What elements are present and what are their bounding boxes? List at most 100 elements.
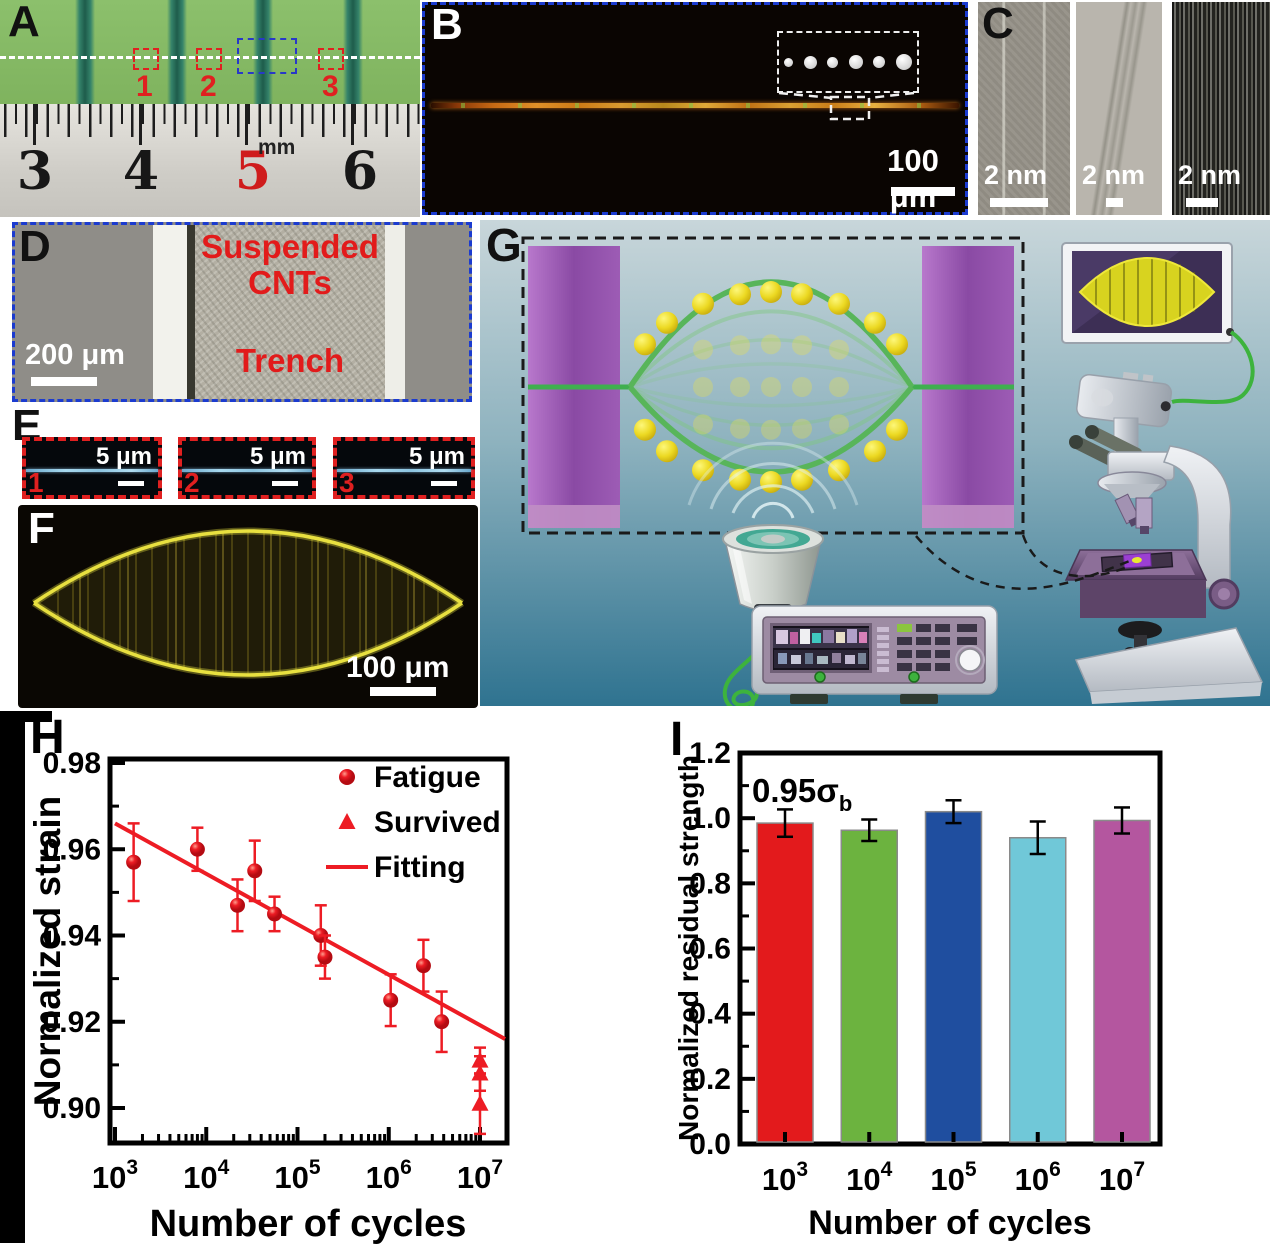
- display-noise: [773, 628, 869, 668]
- sound-waves: [687, 441, 859, 519]
- dashed-cut-line: [0, 56, 420, 59]
- scale-bar-text: 5 μm: [95, 443, 152, 470]
- ruler-number-highlight: 5: [234, 141, 272, 202]
- cnt-dot: [848, 55, 863, 69]
- softkeys: [877, 627, 889, 672]
- scale-bar: [431, 481, 457, 486]
- panel-g-schematic: [480, 220, 1270, 706]
- svg-text:105: 105: [274, 1156, 320, 1195]
- svg-text:Number of cycles: Number of cycles: [808, 1204, 1091, 1242]
- svg-text:103: 103: [92, 1156, 138, 1195]
- trench-band: [385, 225, 405, 399]
- svg-text:107: 107: [1099, 1158, 1145, 1197]
- cnt-filament: [26, 469, 158, 472]
- ruler-number: 6: [341, 141, 379, 202]
- svg-text:106: 106: [1015, 1158, 1061, 1197]
- cnt-filament: [182, 469, 312, 472]
- generator-foot: [790, 694, 828, 704]
- svg-text:104: 104: [183, 1156, 229, 1195]
- cnt-dot: [784, 57, 794, 67]
- scale-bar-text: 2 nm: [1178, 160, 1242, 190]
- svg-text:Normalized residual strength: Normalized residual strength: [673, 755, 704, 1141]
- cnt-image-1: 1 5 μm: [22, 437, 162, 499]
- svg-text:103: 103: [762, 1158, 808, 1197]
- panel-f-label: F: [28, 504, 55, 553]
- tem-image-1: C 2 nm: [978, 2, 1070, 215]
- vibration-zoom-box: [521, 236, 1025, 535]
- ruler-number: 4: [122, 141, 160, 202]
- signal-generator: [751, 605, 998, 704]
- region-box-blue: [237, 38, 297, 74]
- svg-text:0.4: 0.4: [689, 998, 731, 1031]
- power-button: [897, 624, 912, 632]
- output-port: [814, 671, 826, 683]
- region-number-3: 3: [322, 70, 339, 103]
- cnt-stripe: [253, 0, 273, 104]
- ruler-numbered-ticks: [0, 104, 420, 145]
- generator-foot: [900, 694, 938, 704]
- panel-g-label: G: [486, 219, 522, 271]
- region-box-1: [133, 48, 159, 70]
- panel-c-label: C: [982, 0, 1014, 48]
- figure-edge-bar: [25, 711, 52, 722]
- particle-ghosts: [693, 334, 849, 440]
- cnt-dot: [895, 54, 912, 70]
- svg-text:106: 106: [366, 1156, 412, 1195]
- ruler: 3 4 5 6 mm: [0, 104, 420, 217]
- fatigue-strain-scatter-chart: 0.90 0.92 0.94 0.96 0.98 103 104 105 106 107 Fatig…: [27, 747, 510, 1245]
- suspended-cnts-annotation: Suspended CNTs: [201, 228, 379, 302]
- cnt-image-3: 3 5 μm: [333, 437, 475, 499]
- region-number-1: 1: [136, 70, 153, 103]
- callout-curves: [915, 534, 1133, 590]
- panel-a-label: A: [8, 0, 40, 46]
- trench-annotation: Trench: [235, 342, 345, 379]
- cnt-dot: [803, 55, 817, 69]
- svg-text:0.0: 0.0: [689, 1128, 731, 1161]
- cnt-stripe: [75, 0, 95, 104]
- vibration-mode-arcs: [628, 309, 914, 451]
- svg-text:Fatigue: Fatigue: [374, 761, 481, 794]
- svg-text:0.2: 0.2: [689, 1063, 731, 1096]
- monitor: [1061, 242, 1234, 344]
- figure-edge-bar: [0, 711, 25, 1243]
- cnt-dot: [873, 56, 886, 68]
- svg-text:104: 104: [846, 1158, 892, 1197]
- speaker-cable: [722, 625, 774, 706]
- cnt-stripe: [167, 0, 187, 104]
- svg-text:Survived: Survived: [374, 806, 501, 839]
- magnified-inset: [777, 31, 919, 93]
- panel-d-label: D: [19, 222, 51, 271]
- scale-bar: [370, 687, 436, 696]
- keypad: [897, 624, 977, 671]
- camera: [1076, 371, 1173, 428]
- cnt-stripe: [343, 0, 363, 104]
- region-number-2: 2: [200, 70, 217, 103]
- scale-bar-text: 200 μm: [25, 339, 125, 371]
- panel-a-optical-image: 1 2 3 A 3 4 5 6 mm: [0, 0, 420, 217]
- panel-b-label: B: [431, 0, 463, 49]
- scale-bar: [990, 198, 1048, 207]
- scale-bar-text: 5 μm: [249, 443, 306, 470]
- scale-bar-text: 100 μm: [346, 651, 450, 684]
- region-box-2: [196, 48, 222, 70]
- svg-text:0.6: 0.6: [689, 933, 731, 966]
- scale-bar: [891, 187, 955, 196]
- residual-strength-bar-chart: 0.0 0.2 0.4 0.6 0.8 1.0 1.2 103 104 105 106 107 0.95…: [673, 737, 1163, 1242]
- svg-text:107: 107: [457, 1156, 503, 1195]
- scale-bar-text: 100 μm: [887, 143, 939, 214]
- ruler-number: 3: [16, 141, 54, 202]
- svg-text:Fitting: Fitting: [374, 851, 466, 884]
- inset-callout-lines: [778, 91, 915, 121]
- objective-lens: [1135, 497, 1153, 529]
- svg-text:0.8: 0.8: [689, 867, 731, 900]
- ruler-unit-label: mm: [258, 136, 296, 159]
- cnt-image-2: 2 5 μm: [178, 437, 316, 499]
- svg-text:Normalized strain: Normalized strain: [27, 796, 68, 1106]
- image-number: 2: [184, 467, 200, 498]
- scale-bar: [1186, 198, 1218, 207]
- suspended-cnts-region: [195, 225, 385, 399]
- scale-bar: [118, 481, 144, 486]
- scale-bar-text: 2 nm: [1082, 160, 1146, 190]
- svg-text:0.96: 0.96: [43, 833, 101, 866]
